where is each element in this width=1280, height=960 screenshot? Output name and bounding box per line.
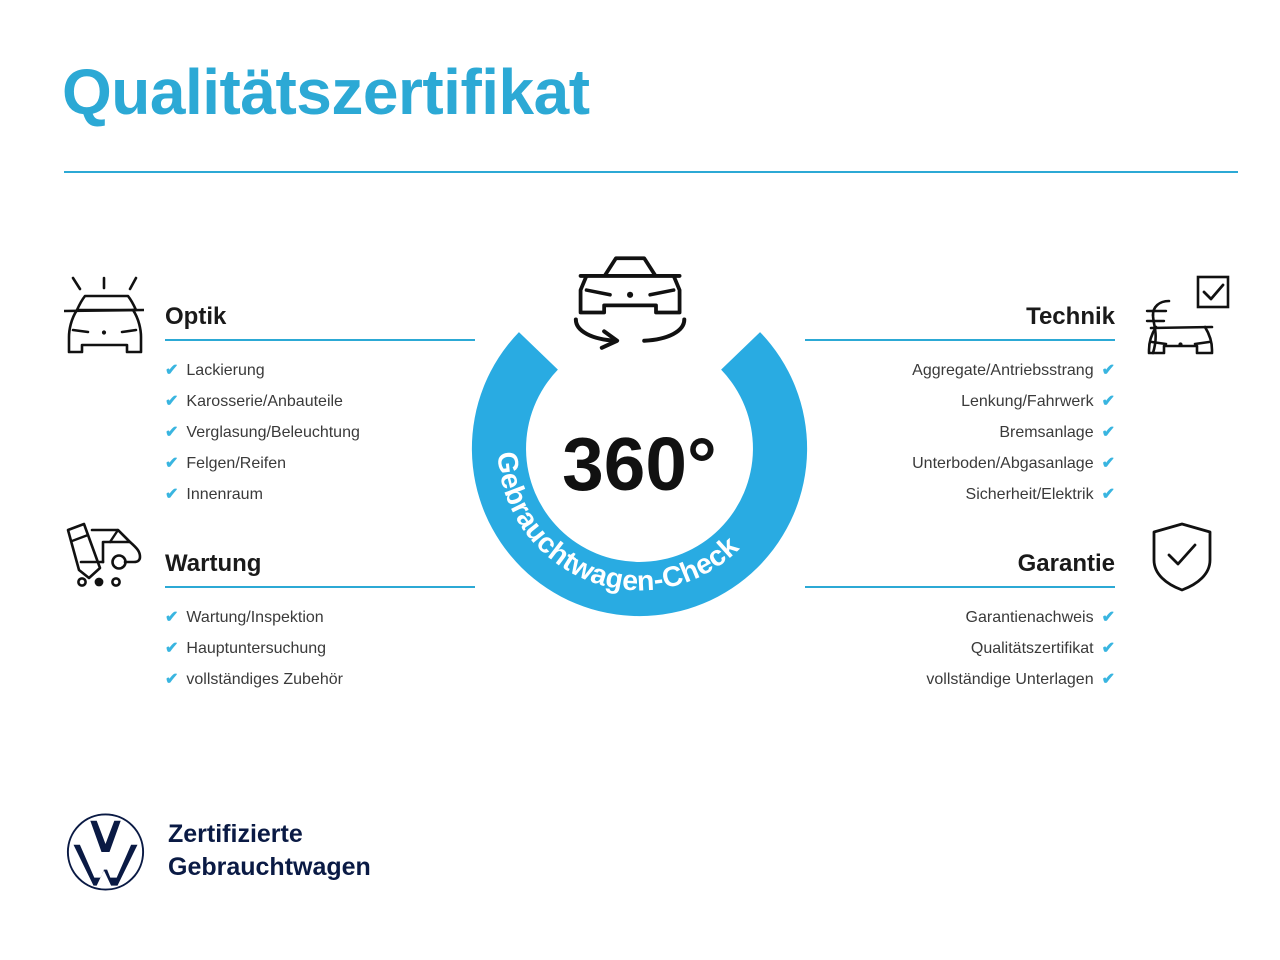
svg-text:360°: 360°	[562, 422, 717, 506]
